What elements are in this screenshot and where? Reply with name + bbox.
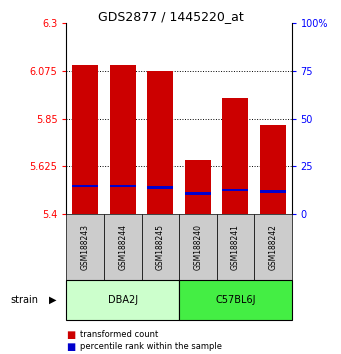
Bar [260, 125, 286, 214]
Text: C57BL6J: C57BL6J [215, 295, 255, 305]
Text: GSM188240: GSM188240 [193, 224, 202, 270]
Text: strain: strain [10, 295, 38, 305]
Bar [110, 185, 136, 187]
Bar [147, 71, 174, 214]
Bar [222, 189, 248, 192]
Text: percentile rank within the sample: percentile rank within the sample [80, 342, 222, 352]
Text: transformed count: transformed count [80, 330, 158, 339]
Bar [185, 160, 211, 214]
Bar [72, 185, 99, 187]
Text: ■: ■ [66, 330, 76, 339]
Text: GSM188242: GSM188242 [268, 224, 277, 270]
Text: GSM188243: GSM188243 [81, 224, 90, 270]
Text: GSM188244: GSM188244 [118, 224, 127, 270]
Bar [147, 186, 174, 189]
Text: ▶: ▶ [49, 295, 57, 305]
Text: GSM188241: GSM188241 [231, 224, 240, 270]
Text: DBA2J: DBA2J [108, 295, 138, 305]
Bar [110, 65, 136, 214]
Bar [260, 190, 286, 193]
Text: ■: ■ [66, 342, 76, 352]
Bar [222, 98, 248, 214]
Text: GSM188245: GSM188245 [156, 224, 165, 270]
Bar [72, 65, 99, 214]
Text: GDS2877 / 1445220_at: GDS2877 / 1445220_at [98, 10, 243, 23]
Bar [185, 192, 211, 195]
